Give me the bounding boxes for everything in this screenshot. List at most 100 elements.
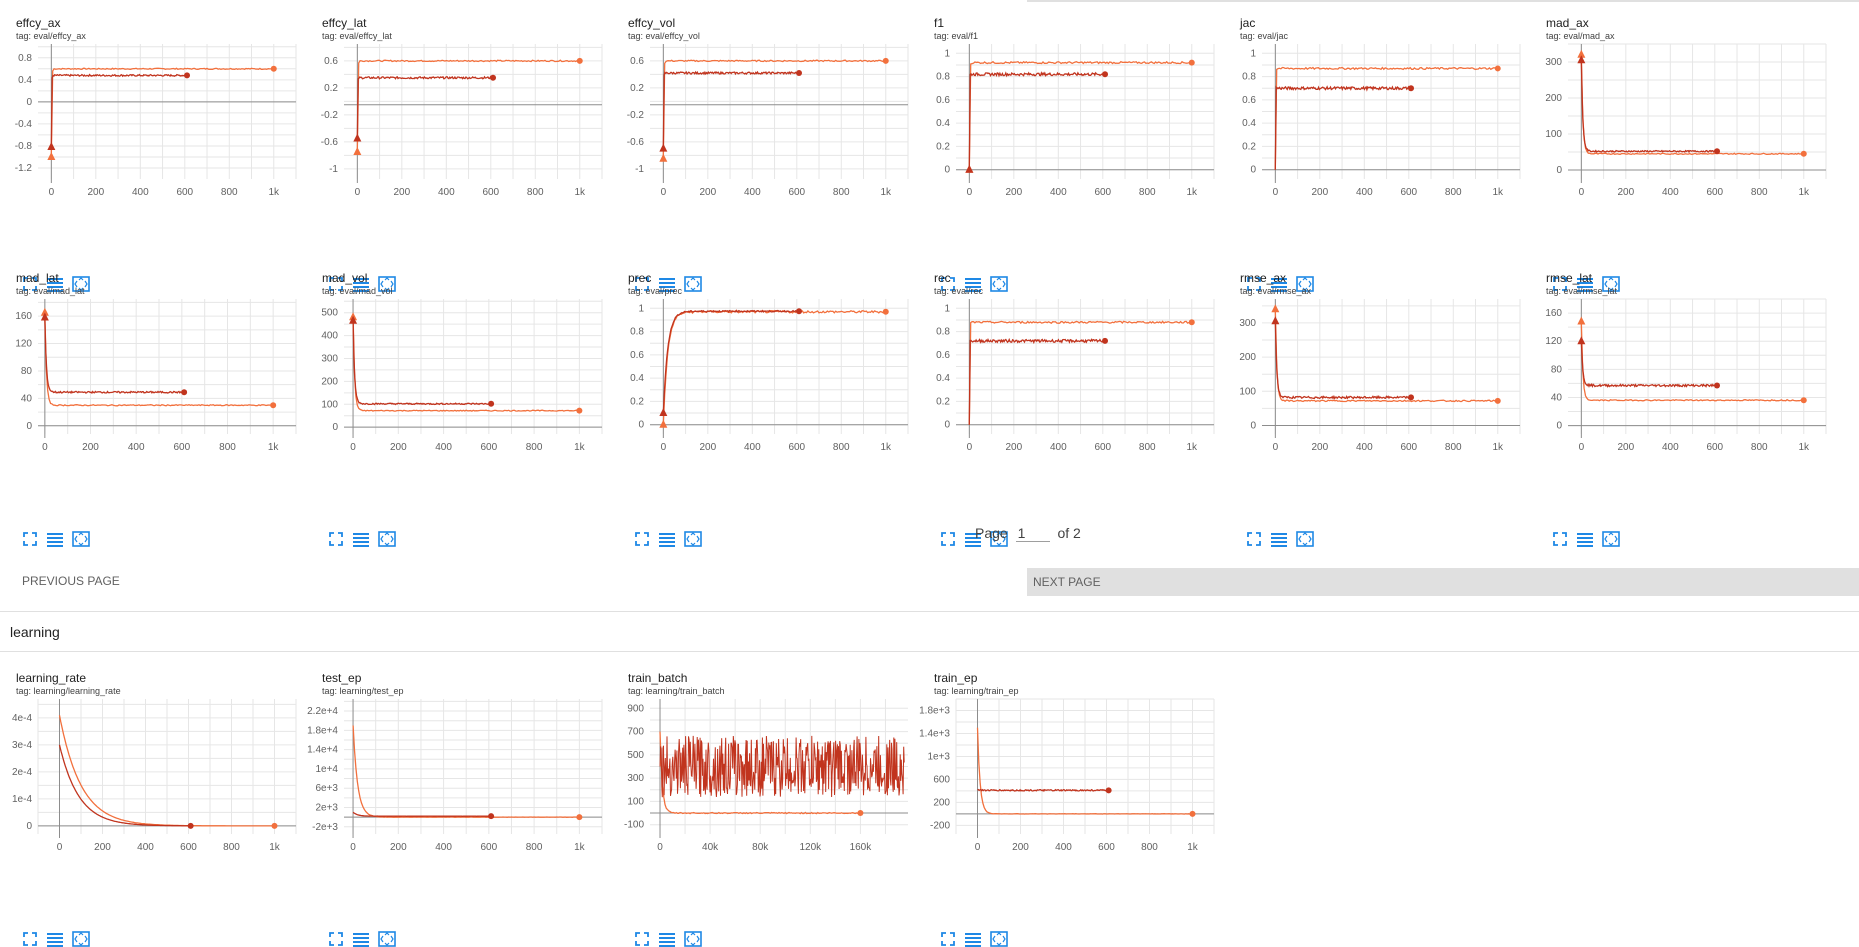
fit-domain-icon[interactable]	[72, 887, 90, 947]
chart-plot[interactable]: 0 200 400 600 800 1k 1 0.8 0.6 0.4 0.2 0	[612, 299, 912, 459]
series-line	[44, 312, 274, 407]
chart-plot[interactable]: 0 200 400 600 800 1k 1 0.8 0.6 0.4 0.2 0	[918, 44, 1218, 204]
y-tick-label: -0.2	[321, 110, 339, 121]
chart-plot[interactable]: 0 40k 80k 120k 160k 900 700 500 300 100 -100	[612, 699, 912, 859]
y-tick-label: 0.2	[630, 396, 644, 407]
fit-domain-icon[interactable]	[684, 487, 702, 547]
data-table-icon[interactable]	[46, 232, 64, 292]
fullscreen-icon[interactable]	[634, 887, 652, 946]
previous-page-button[interactable]: PREVIOUS PAGE	[22, 574, 120, 588]
data-table-icon[interactable]	[964, 887, 982, 947]
grid	[650, 44, 909, 179]
data-table-icon[interactable]	[964, 232, 982, 292]
next-page-button[interactable]: NEXT PAGE	[1027, 568, 1859, 596]
y-tick-label: 0	[1556, 165, 1562, 176]
fullscreen-icon[interactable]	[940, 232, 958, 291]
x-tick-label: 800	[1445, 442, 1462, 453]
chart-plot[interactable]: 0 200 400 600 800 1k 300 200 100 0	[1530, 43, 1830, 204]
data-table-icon[interactable]	[46, 487, 64, 547]
fullscreen-icon[interactable]	[22, 887, 40, 946]
series-line	[352, 811, 492, 817]
fit-domain-icon[interactable]	[1296, 487, 1314, 547]
chart-card-learning_rate: learning_rate tag: learning/learning_rate…	[0, 655, 300, 947]
fit-domain-icon[interactable]	[1602, 232, 1620, 292]
y-tick-label: 0	[1250, 420, 1256, 431]
data-table-icon[interactable]	[658, 232, 676, 292]
data-table-icon[interactable]	[1270, 232, 1288, 292]
y-tick-label: -200	[930, 820, 950, 831]
chart-plot[interactable]: 0 200 400 600 800 1k 0.6 0.2 -0.2 -0.6 -1	[306, 44, 606, 204]
fullscreen-icon[interactable]	[1552, 232, 1570, 291]
chart-plot[interactable]: 0 200 400 600 800 1k 1.8e+3 1.4e+3 1e+3 600 200 -20…	[918, 698, 1218, 859]
fit-domain-icon[interactable]	[72, 232, 90, 292]
fullscreen-icon[interactable]	[22, 232, 40, 291]
chart-plot[interactable]: 0 200 400 600 800 1k 1 0.8 0.6 0.4 0.2 0	[1224, 44, 1524, 204]
fullscreen-icon[interactable]	[1246, 232, 1264, 291]
fullscreen-icon[interactable]	[1552, 487, 1570, 546]
fit-domain-icon[interactable]	[378, 232, 396, 292]
page-number-input[interactable]: 1	[1015, 525, 1050, 542]
x-tick-label: 600	[482, 187, 499, 198]
chart-tag: tag: learning/learning_rate	[16, 686, 121, 696]
data-table-icon[interactable]	[1270, 487, 1288, 547]
series-end-dot	[1188, 319, 1195, 326]
fit-domain-icon[interactable]	[990, 487, 1008, 547]
chart-plot[interactable]: 0 200 400 600 800 1k 0.8 0.4 0 -0.4 -0.8 -1.2	[0, 44, 300, 204]
chart-plot[interactable]: 0 200 400 600 800 1k 500 400 300 200 100 0	[306, 299, 606, 459]
series-end-dot	[490, 74, 497, 81]
chart-plot[interactable]: 0 200 400 600 800 1k 4e-4 3e-4 2e-4 1e-4 0	[0, 699, 300, 859]
y-tick-label: 0.6	[630, 56, 644, 67]
series-end-dot	[1800, 150, 1807, 157]
grid	[37, 699, 297, 834]
chart-plot[interactable]: 0 200 400 600 800 1k 2.2e+4 1.8e+4 1.4e+4 1e+4 6e+…	[306, 699, 606, 859]
fullscreen-icon[interactable]	[940, 487, 958, 546]
series-start-marker	[1271, 316, 1280, 325]
fit-domain-icon[interactable]	[684, 887, 702, 947]
y-tick-label: 1.8e+3	[919, 705, 950, 716]
fullscreen-icon[interactable]	[328, 887, 346, 946]
data-table-icon[interactable]	[352, 232, 370, 292]
fullscreen-icon[interactable]	[328, 232, 346, 291]
fullscreen-icon[interactable]	[634, 487, 652, 546]
fullscreen-icon[interactable]	[1246, 487, 1264, 546]
chart-plot[interactable]: 0 200 400 600 800 1k 1 0.8 0.6 0.4 0.2 0	[918, 299, 1218, 459]
fit-domain-icon[interactable]	[990, 232, 1008, 292]
fit-domain-icon[interactable]	[990, 887, 1008, 947]
data-table-icon[interactable]	[1576, 487, 1594, 547]
data-table-icon[interactable]	[1576, 232, 1594, 292]
data-table-icon[interactable]	[352, 487, 370, 547]
x-tick-label: 1k	[574, 842, 586, 853]
fit-domain-icon[interactable]	[378, 887, 396, 947]
fit-domain-icon[interactable]	[72, 487, 90, 547]
x-tick-label: 800	[1445, 187, 1462, 198]
fit-domain-icon[interactable]	[684, 232, 702, 292]
y-tick-label: 1	[1250, 48, 1256, 59]
chart-plot[interactable]: 0 200 400 600 800 1k 0.6 0.2 -0.2 -0.6 -1	[612, 44, 912, 204]
x-tick-label: 400	[435, 842, 452, 853]
fullscreen-icon[interactable]	[940, 887, 958, 946]
series-start-marker	[1577, 316, 1586, 325]
fit-domain-icon[interactable]	[1602, 487, 1620, 547]
fit-domain-icon[interactable]	[1296, 232, 1314, 292]
fullscreen-icon[interactable]	[328, 487, 346, 546]
data-table-icon[interactable]	[658, 487, 676, 547]
y-tick-label: 0.4	[18, 75, 32, 86]
data-table-icon[interactable]	[46, 887, 64, 947]
data-table-icon[interactable]	[658, 887, 676, 947]
chart-plot[interactable]: 0 200 400 600 800 1k 300 200 100 0	[1224, 299, 1524, 459]
chart-title: jac	[1240, 16, 1256, 30]
fullscreen-icon[interactable]	[22, 487, 40, 546]
x-tick-label: 0	[350, 442, 356, 453]
chart-tag: tag: eval/rmse_lat	[1546, 286, 1618, 296]
x-tick-label: 0	[967, 187, 973, 198]
fit-domain-icon[interactable]	[378, 487, 396, 547]
x-tick-label: 40k	[702, 842, 719, 853]
grid	[1568, 298, 1827, 434]
fullscreen-icon[interactable]	[634, 232, 652, 291]
chart-title: train_ep	[934, 671, 978, 685]
chart-title: test_ep	[322, 671, 362, 685]
data-table-icon[interactable]	[352, 887, 370, 947]
data-table-icon[interactable]	[964, 487, 982, 547]
